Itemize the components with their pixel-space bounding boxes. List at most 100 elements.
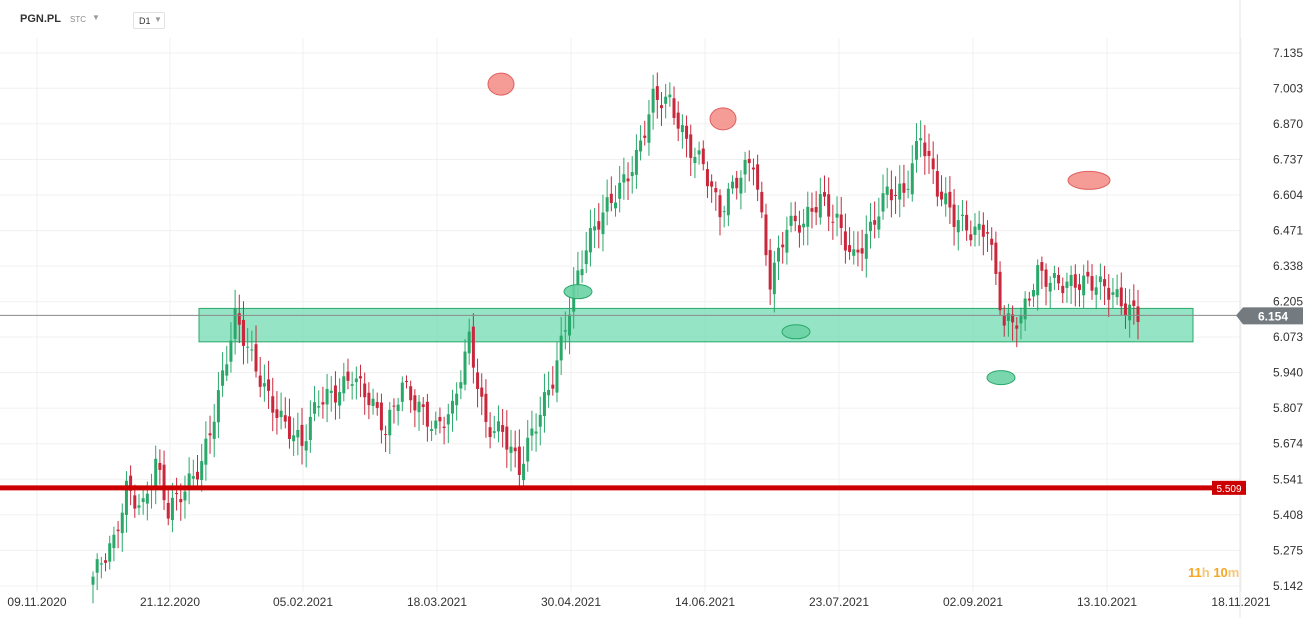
candle: [768, 238, 772, 305]
candle: [1098, 263, 1102, 300]
candle: [359, 364, 363, 398]
candle-body: [279, 410, 283, 418]
candle-body: [906, 188, 910, 190]
pattern-markers: [487, 72, 1111, 386]
candle-body: [367, 392, 371, 406]
candle: [994, 231, 998, 285]
candle: [818, 177, 822, 225]
y-tick-label: 6.471: [1273, 224, 1303, 238]
candle: [296, 412, 300, 456]
candle: [1111, 278, 1115, 309]
instrument-type-dropdown-icon[interactable]: ▼: [92, 13, 100, 22]
candle: [446, 403, 450, 444]
candle-body: [262, 383, 266, 387]
candle: [338, 378, 342, 419]
candle-body: [664, 96, 668, 104]
candle-body: [672, 98, 676, 118]
candle-body: [442, 426, 446, 429]
candle: [262, 364, 266, 402]
candle: [990, 227, 994, 261]
candle-body: [1136, 306, 1140, 322]
candle-body: [555, 360, 559, 393]
candle-body: [814, 207, 818, 213]
candle-body: [1015, 325, 1019, 329]
candle-countdown: 11h 10m: [1188, 565, 1239, 580]
candle-body: [95, 559, 99, 573]
candle: [777, 235, 781, 281]
candle: [785, 216, 789, 265]
candle: [764, 203, 768, 266]
candle: [831, 204, 835, 240]
candle: [1002, 305, 1006, 337]
candle-body: [471, 326, 475, 368]
candle: [944, 177, 948, 217]
y-tick-label: 5.807: [1273, 401, 1303, 415]
candle-body: [768, 250, 772, 290]
candle: [530, 410, 534, 451]
candle-body: [221, 370, 225, 386]
candle-body: [204, 438, 208, 465]
candle: [806, 191, 810, 246]
candle: [233, 289, 237, 355]
candle: [154, 445, 158, 505]
candle: [685, 115, 689, 158]
interval-selector[interactable]: D1 ▼: [133, 12, 165, 29]
instrument-type-label[interactable]: STC: [70, 15, 86, 24]
candle-body: [927, 150, 931, 156]
x-tick-label: 21.12.2020: [140, 595, 200, 609]
candle-body: [379, 402, 383, 431]
candle: [952, 189, 956, 246]
candle: [317, 390, 321, 417]
candle: [551, 366, 555, 396]
candle-body: [618, 182, 622, 199]
candle: [204, 421, 208, 481]
candle: [442, 416, 446, 445]
candle: [931, 141, 935, 184]
candle-body: [944, 193, 948, 205]
candle-body: [1073, 274, 1077, 288]
candle-body: [170, 497, 174, 521]
candle: [664, 83, 668, 119]
candle: [196, 454, 199, 486]
candle: [279, 392, 283, 430]
candle: [735, 170, 739, 200]
candle-body: [651, 88, 655, 113]
candle-body: [409, 386, 413, 401]
candle-body: [333, 385, 337, 403]
candle: [639, 125, 643, 161]
candle: [689, 124, 693, 176]
candle-body: [785, 229, 789, 253]
x-tick-label: 14.06.2021: [675, 595, 735, 609]
candle-body: [994, 242, 998, 274]
candle-body: [308, 416, 312, 440]
candle: [873, 201, 877, 239]
candle: [267, 360, 271, 409]
candle-body: [200, 461, 204, 481]
candle: [626, 162, 630, 201]
candle: [927, 133, 931, 174]
candle: [1077, 273, 1081, 307]
candle-body: [116, 529, 120, 532]
candle: [501, 408, 505, 448]
candle: [438, 407, 442, 434]
candle: [476, 358, 480, 408]
candle: [881, 174, 885, 220]
candle-body: [772, 262, 776, 295]
candle: [333, 371, 337, 420]
candle-body: [735, 177, 739, 189]
candle-body: [777, 247, 781, 262]
candle: [797, 210, 801, 248]
candle: [726, 182, 730, 227]
candle: [413, 389, 417, 428]
candle: [969, 220, 973, 247]
candle: [981, 212, 985, 256]
x-tick-label: 13.10.2021: [1077, 595, 1137, 609]
candle: [1027, 291, 1031, 307]
symbol-label[interactable]: PGN.PL: [20, 13, 61, 25]
y-tick-label: 6.205: [1273, 295, 1303, 309]
candle-body: [1077, 284, 1081, 290]
candle-body: [1107, 287, 1111, 300]
candle: [668, 82, 672, 107]
candle-body: [417, 401, 421, 413]
